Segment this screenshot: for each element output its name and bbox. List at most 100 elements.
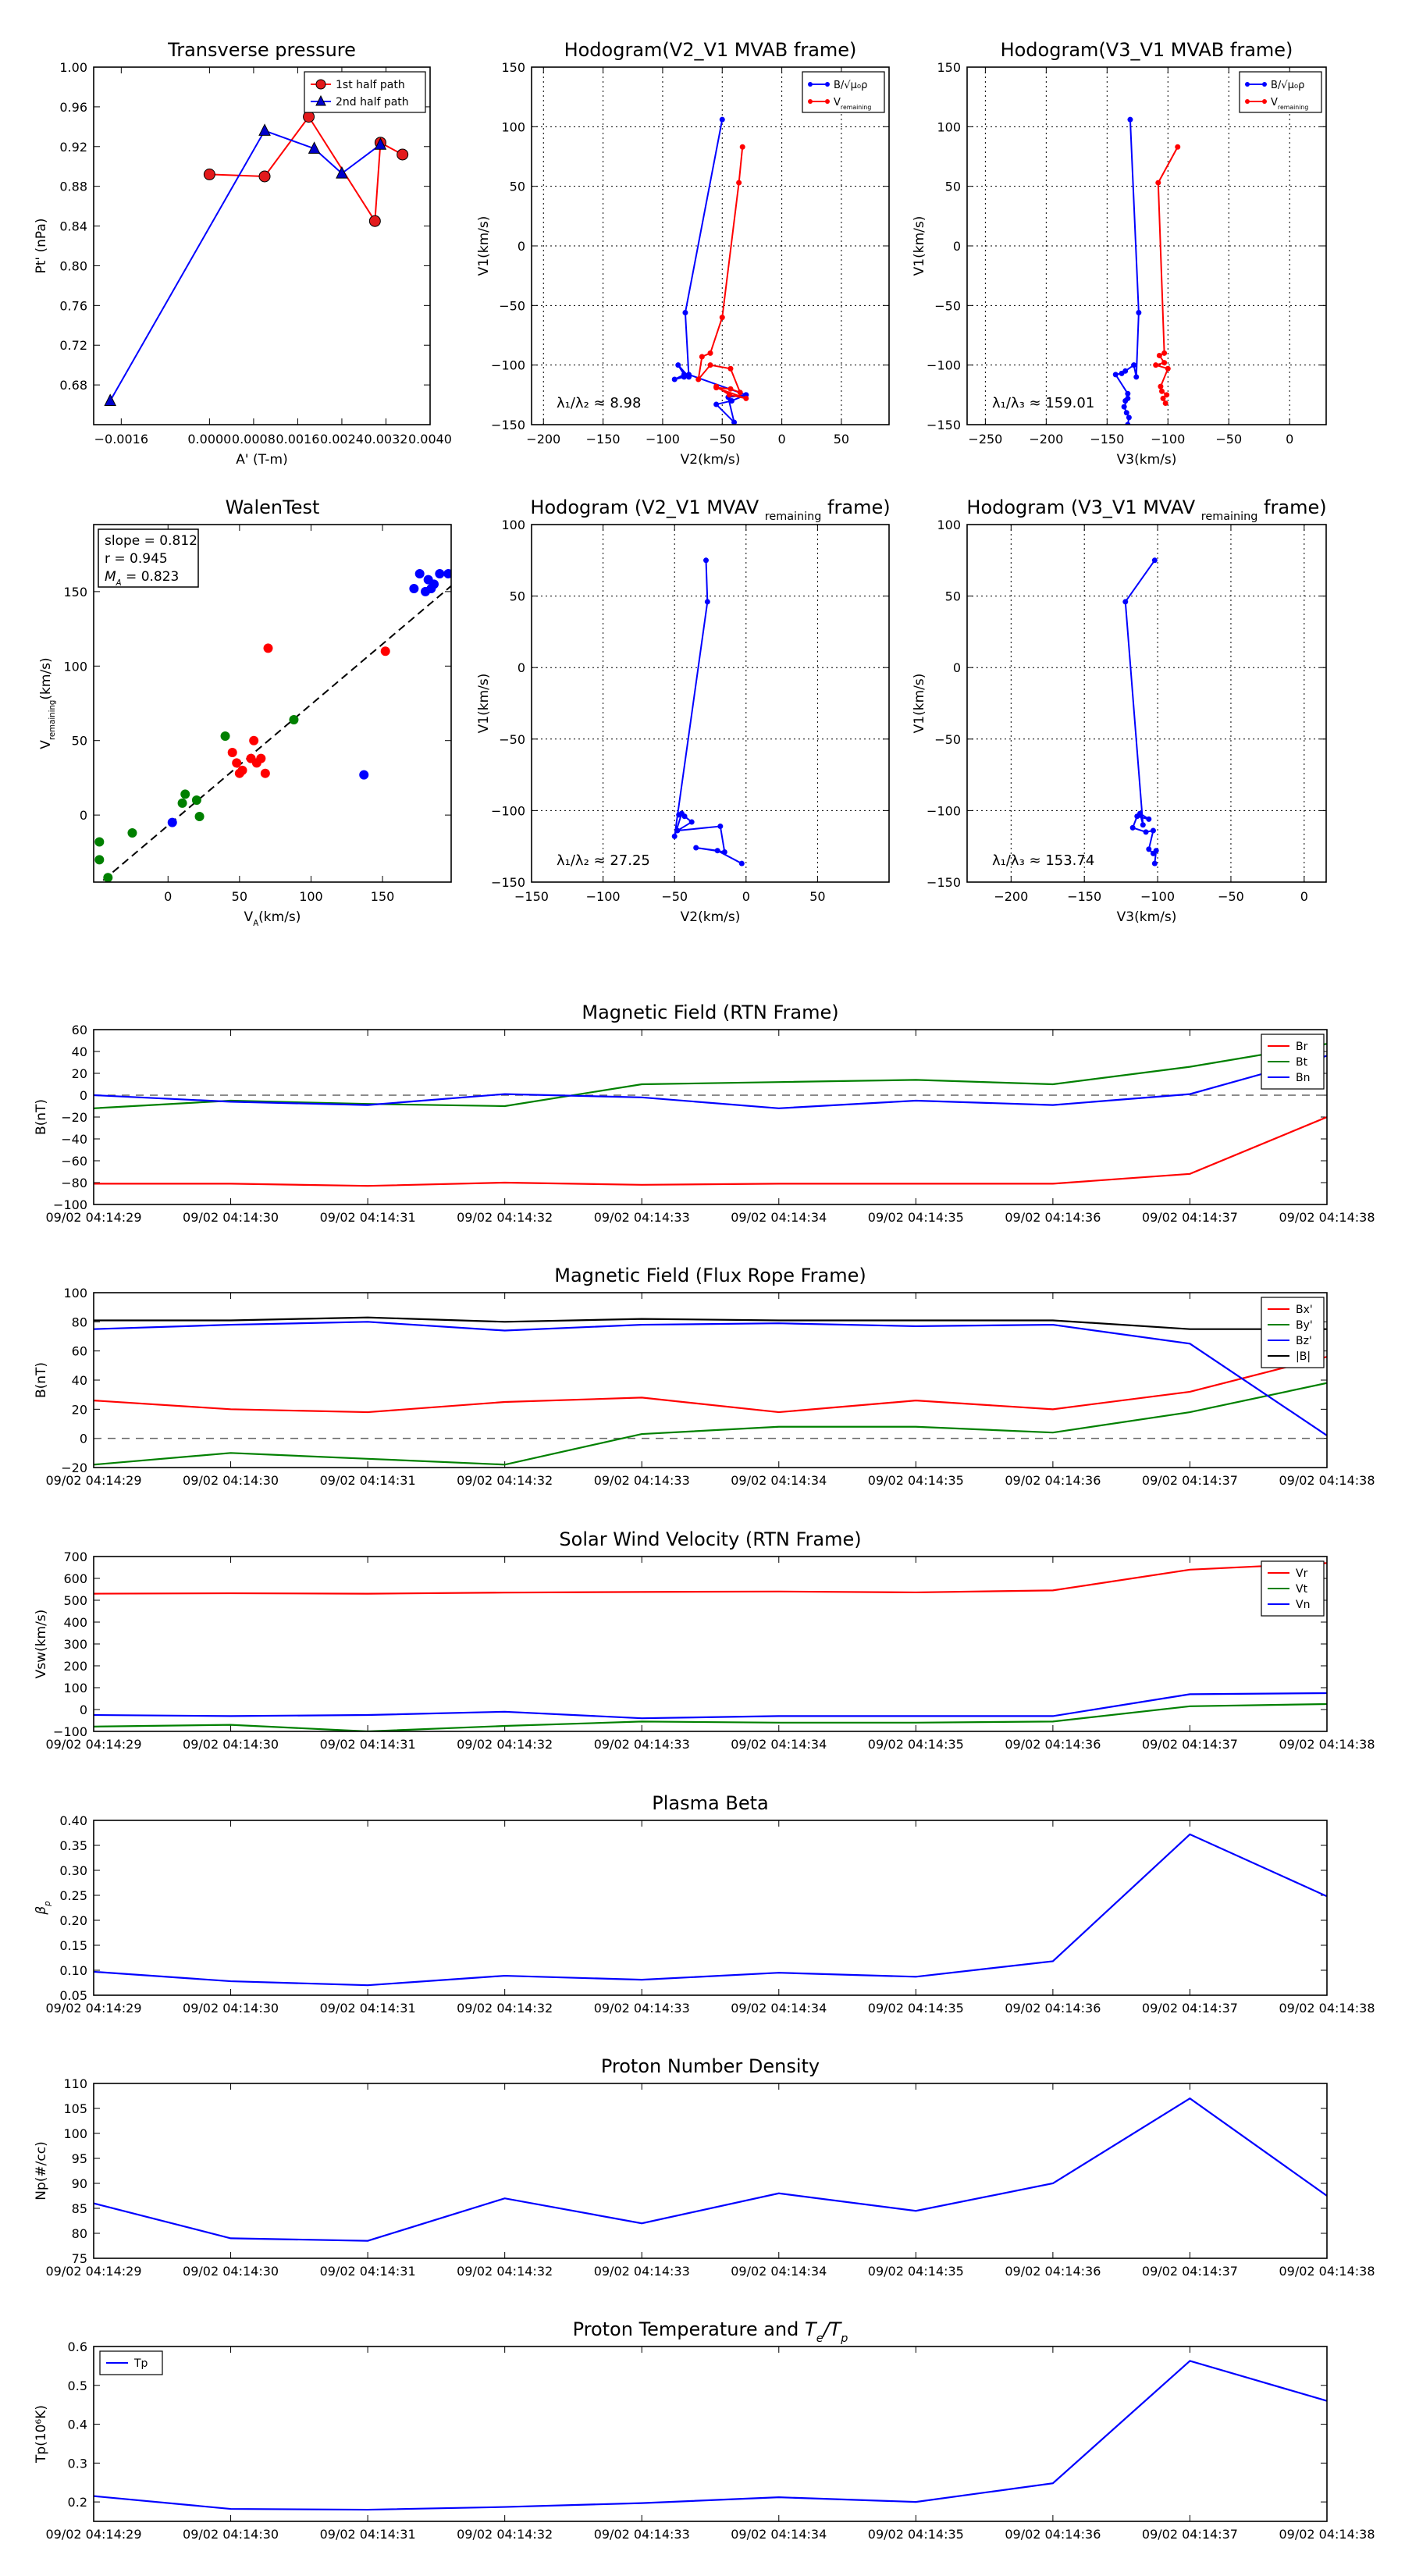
data-point-green xyxy=(94,837,105,847)
data-point xyxy=(743,395,749,401)
y-tick-label: 0.2 xyxy=(68,2495,87,2510)
y-tick-label: 0.25 xyxy=(59,1888,87,1903)
data-point xyxy=(738,860,745,866)
legend-label: B/√μ₀ρ xyxy=(1271,80,1304,91)
stats-box xyxy=(98,528,199,588)
data-point xyxy=(397,148,409,161)
panel-beta: Plasma Beta 09/02 04:14:29 09/02 04:14:30 0… xyxy=(34,1792,1375,2016)
panel-vsw: Solar Wind Velocity (RTN Frame) 09/02 04:… xyxy=(34,1528,1375,1752)
y-tick-label: 0.30 xyxy=(59,1863,87,1878)
legend-label: 2nd half path xyxy=(336,96,409,109)
y-axis-label: B(nT) xyxy=(34,1362,49,1398)
x-tick-label: −50 xyxy=(661,889,688,904)
y-tick-label: −150 xyxy=(927,418,961,432)
x-tick-label: 0 xyxy=(164,889,172,904)
x-tick-label: 09/02 04:14:33 xyxy=(594,1473,690,1488)
x-tick-label: 09/02 04:14:35 xyxy=(868,2527,964,2542)
data-point xyxy=(1155,180,1161,186)
x-tick-label: −50 xyxy=(1218,889,1244,904)
y-tick-label: −100 xyxy=(53,1197,87,1212)
series-line-Bt xyxy=(94,1043,1327,1109)
stats-r: r = 0.945 xyxy=(105,551,168,567)
y-tick-label: 50 xyxy=(510,589,525,604)
series-line-Vn xyxy=(94,1692,1327,1720)
y-tick-label: 0.96 xyxy=(59,100,87,115)
y-tick-label: 0 xyxy=(80,1703,87,1717)
x-tick-label: 100 xyxy=(299,889,323,904)
y-tick-label: −60 xyxy=(61,1154,87,1169)
y-tick-label: 150 xyxy=(63,585,87,600)
y-tick-label: −100 xyxy=(927,358,961,373)
series-line-Bn xyxy=(94,1055,1327,1109)
chart-title: Proton Number Density xyxy=(601,2055,820,2077)
plot-area xyxy=(94,1562,1327,1731)
y-tick-label: 60 xyxy=(72,1023,87,1037)
x-tick-label: 0.0040 xyxy=(408,432,452,447)
x-tick-label: 09/02 04:14:29 xyxy=(45,1473,141,1488)
y-tick-label: 0 xyxy=(953,660,961,675)
data-point xyxy=(719,116,725,123)
series-line-Bx' xyxy=(94,1356,1327,1414)
x-tick-label: 09/02 04:14:30 xyxy=(183,2527,279,2542)
legend-marker xyxy=(825,99,830,104)
data-point xyxy=(1131,362,1137,368)
tp-frame xyxy=(93,2346,1328,2522)
data-point-red xyxy=(227,747,237,757)
x-tick-label: 50 xyxy=(834,432,849,447)
chart-title: Magnetic Field (Flux Rope Frame) xyxy=(554,1265,866,1286)
y-tick-label: 100 xyxy=(501,119,525,134)
plot-area xyxy=(1122,557,1159,866)
data-point xyxy=(1164,392,1170,398)
x-tick-label: 09/02 04:14:31 xyxy=(320,1737,416,1752)
ratio-annotation: λ₁/λ₂ ≈ 27.25 xyxy=(557,852,650,869)
x-tick-label: 09/02 04:14:33 xyxy=(594,1737,690,1752)
data-point xyxy=(695,376,702,382)
data-point xyxy=(1136,309,1142,315)
x-tick-label: 09/02 04:14:29 xyxy=(45,1737,141,1752)
y-axis-label: βp xyxy=(34,1901,52,1915)
plot-area xyxy=(94,2097,1327,2242)
chart-title: Proton Temperature and Te/Tp xyxy=(573,2318,848,2345)
data-point xyxy=(675,362,681,368)
y-tick-label: 100 xyxy=(937,518,961,532)
panel-tp: Proton Temperature and Te/Tp 09/02 04:14:… xyxy=(34,2318,1375,2542)
hodo_v3_mvav-frame xyxy=(966,524,1327,883)
y-tick-label: 0.05 xyxy=(59,1988,87,2003)
data-point-green xyxy=(177,798,187,808)
y-tick-label: 0.15 xyxy=(59,1938,87,1953)
y-tick-label: 0 xyxy=(80,808,87,823)
x-axis-label: V3(km/s) xyxy=(1117,909,1177,925)
data-point-green xyxy=(94,855,105,865)
data-point xyxy=(681,813,688,820)
x-tick-label: 09/02 04:14:33 xyxy=(594,2264,690,2279)
y-tick-label: 0.92 xyxy=(59,140,87,155)
data-point xyxy=(707,350,713,356)
fit-line xyxy=(99,585,451,882)
data-point xyxy=(727,386,734,392)
y-tick-label: 0 xyxy=(953,239,961,254)
x-axis-label: V2(km/s) xyxy=(681,452,741,468)
legend-label: Br xyxy=(1296,1041,1308,1053)
data-point xyxy=(713,383,720,390)
data-point xyxy=(258,170,271,183)
hodo_v2_mvav-frame xyxy=(531,524,890,883)
y-tick-label: 0.84 xyxy=(59,219,87,234)
y-tick-label: 0.6 xyxy=(68,2339,87,2354)
data-point-red xyxy=(263,643,273,653)
data-point xyxy=(336,166,348,179)
series-line-beta xyxy=(94,1833,1327,1987)
x-tick-label: 0 xyxy=(742,889,750,904)
data-point xyxy=(704,599,710,605)
mag_rtn-frame xyxy=(93,1029,1328,1205)
data-point xyxy=(1156,352,1162,358)
x-tick-label: −0.0016 xyxy=(94,432,148,447)
beta-frame xyxy=(93,1820,1328,1996)
y-tick-label: 100 xyxy=(63,2126,87,2141)
data-point xyxy=(707,362,713,368)
data-point xyxy=(374,137,387,150)
y-tick-label: 20 xyxy=(72,1066,87,1081)
data-point xyxy=(727,365,734,372)
y-tick-label: 0.10 xyxy=(59,1963,87,1978)
data-point xyxy=(681,374,687,380)
x-axis-label: A' (T-m) xyxy=(236,452,288,468)
